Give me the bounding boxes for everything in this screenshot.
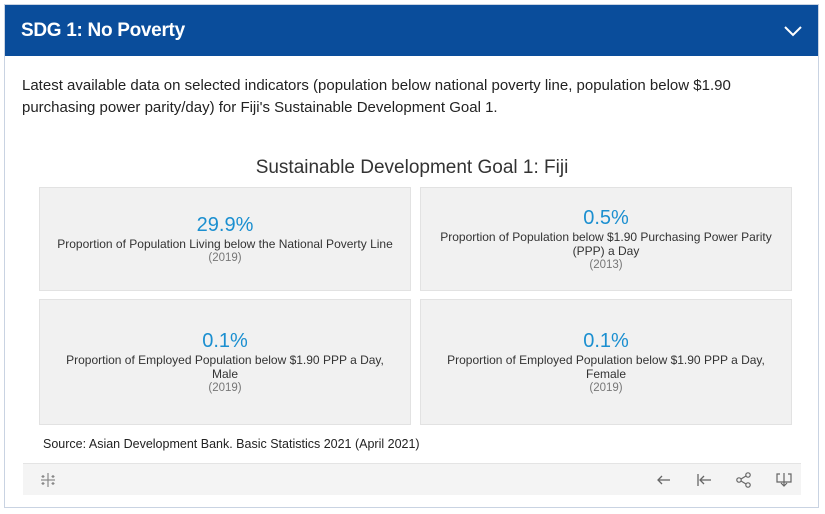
- viz-toolbar: [23, 463, 801, 495]
- panel-header[interactable]: SDG 1: No Poverty: [5, 5, 818, 56]
- revert-icon[interactable]: [695, 471, 713, 489]
- intro-text: Latest available data on selected indica…: [22, 77, 731, 116]
- indicator-value: 0.1%: [202, 329, 248, 352]
- indicator-value: 0.5%: [583, 206, 629, 229]
- indicator-year: (2013): [589, 258, 623, 271]
- indicator-year: (2019): [208, 251, 242, 264]
- indicator-card-ppp: 0.5% Proportion of Population below $1.9…: [420, 187, 792, 291]
- indicator-value: 29.9%: [196, 213, 254, 236]
- source-note: Source: Asian Development Bank. Basic St…: [43, 437, 420, 451]
- indicator-value: 0.1%: [583, 329, 629, 352]
- indicator-year: (2019): [589, 381, 623, 394]
- indicator-label: Proportion of Population Living below th…: [57, 236, 393, 251]
- dashboard-viz: Sustainable Development Goal 1: Fiji 29.…: [23, 145, 801, 500]
- share-icon[interactable]: [735, 471, 753, 489]
- panel-title: SDG 1: No Poverty: [21, 19, 185, 41]
- chevron-down-icon[interactable]: [782, 20, 804, 42]
- indicator-label: Proportion of Employed Population below …: [447, 352, 765, 381]
- indicator-label: Proportion of Population below $1.90 Pur…: [440, 229, 772, 258]
- undo-arrow-icon[interactable]: [655, 471, 673, 489]
- download-icon[interactable]: [775, 471, 793, 489]
- sdg-panel: SDG 1: No Poverty Latest available data …: [4, 4, 819, 508]
- indicator-card-employed-male: 0.1% Proportion of Employed Population b…: [39, 299, 411, 425]
- viz-title: Sustainable Development Goal 1: Fiji: [255, 157, 569, 178]
- indicator-card-poverty-line: 29.9% Proportion of Population Living be…: [39, 187, 411, 291]
- tableau-logo-icon[interactable]: [39, 471, 57, 489]
- indicator-year: (2019): [208, 381, 242, 394]
- indicator-label: Proportion of Employed Population below …: [66, 352, 384, 381]
- indicator-card-employed-female: 0.1% Proportion of Employed Population b…: [420, 299, 792, 425]
